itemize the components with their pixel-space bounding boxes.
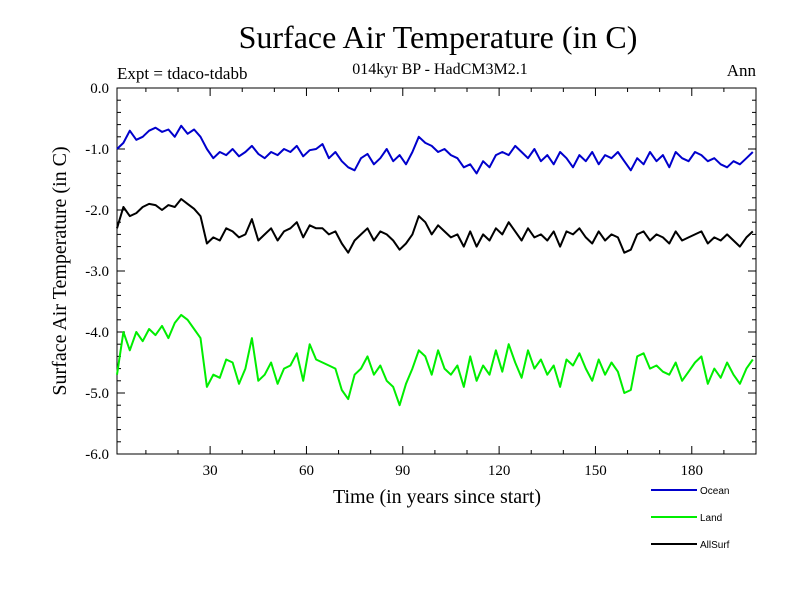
x-tick-label: 90: [395, 463, 410, 479]
x-axis-label: Time (in years since start): [333, 486, 541, 508]
chart-subtitle: 014kyr BP - HadCM3M2.1: [352, 61, 527, 78]
x-tick-label: 30: [203, 463, 218, 479]
plot-area: 0.0 -1.0 -2.0 -3.0 -4.0 -5.0 -6.0 30 60 90 120 150 1…: [85, 81, 757, 479]
y-tick-label: -4.0: [85, 325, 109, 341]
legend: Ocean Land AllSurf: [651, 486, 730, 551]
y-axis-label: Surface Air Temperature (in C): [49, 146, 71, 395]
experiment-label: Expt = tdaco-tdabb: [117, 64, 247, 83]
legend-label-allsurf: AllSurf: [700, 540, 730, 551]
y-tick-label: -3.0: [85, 264, 109, 280]
x-tick-label: 180: [681, 463, 704, 479]
y-tick-label: 0.0: [90, 81, 109, 97]
y-tick-label: -5.0: [85, 386, 109, 402]
series-line-ocean: [116, 124, 754, 175]
x-tick-label: 120: [488, 463, 511, 479]
x-tick-label: 150: [584, 463, 607, 479]
season-label: Ann: [727, 61, 757, 80]
chart-title: Surface Air Temperature (in C): [239, 19, 638, 55]
series-line-land: [116, 313, 754, 407]
y-tick-label: -1.0: [85, 142, 109, 158]
y-tick-label: -2.0: [85, 203, 109, 219]
y-tick-label: -6.0: [85, 447, 109, 463]
series-line-allsurf: [116, 198, 754, 254]
plot-frame: [116, 87, 757, 455]
legend-label-land: Land: [700, 513, 722, 524]
x-tick-label: 60: [299, 463, 314, 479]
legend-label-ocean: Ocean: [700, 486, 729, 497]
